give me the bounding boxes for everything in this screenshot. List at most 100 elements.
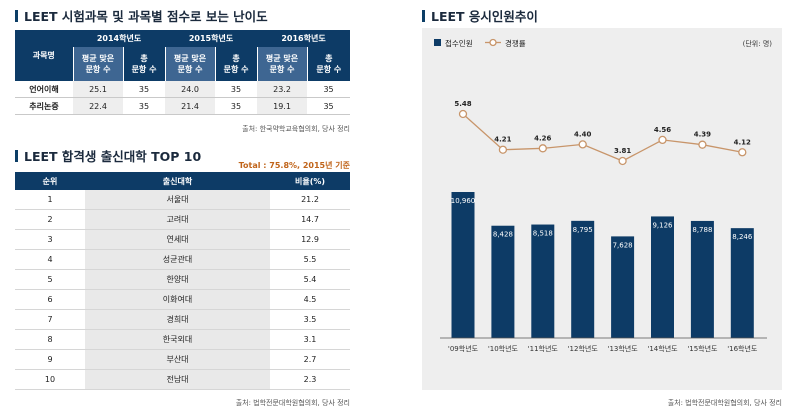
avg-correct-cell: 25.1: [73, 81, 123, 98]
x-tick-label: '14학년도: [647, 344, 678, 353]
line-point: [458, 109, 468, 119]
pct-cell: 2.3: [270, 369, 350, 390]
subject-cell: 언어이해: [15, 81, 73, 98]
line-point: [618, 156, 627, 166]
x-tick-label: '12학년도: [568, 344, 599, 353]
rank-cell: 7: [15, 309, 85, 330]
year-header: 2016학년도: [257, 30, 351, 47]
total-questions-header: 총 문항 수: [215, 47, 258, 81]
bar: [491, 225, 515, 338]
pct-cell: 5.5: [270, 249, 350, 270]
line-value-label: 3.81: [614, 147, 631, 155]
line-value-label: 4.56: [654, 126, 671, 134]
avg-correct-cell: 22.4: [73, 97, 123, 115]
bar: [451, 192, 475, 338]
table-row: 7 경희대 3.5: [15, 309, 350, 330]
line-value-label: 4.39: [694, 131, 711, 139]
bar-value-label: 8,518: [533, 230, 553, 238]
school-header: 출신대학: [85, 172, 270, 190]
x-tick-label: '10학년도: [488, 344, 519, 353]
x-tick-label: '09학년도: [448, 344, 479, 353]
school-cell: 서울대: [85, 190, 270, 210]
line-point: [538, 144, 547, 153]
table2-source: 출처: 법학전문대학원협의회, 당사 정리: [235, 399, 350, 407]
chart-title: LEET 응시인원추이: [422, 6, 538, 25]
bar-value-label: 8,246: [732, 233, 753, 241]
line-point: [738, 148, 747, 157]
x-tick-label: '13학년도: [608, 344, 639, 353]
school-cell: 경희대: [85, 309, 270, 330]
chart-panel: 접수인원 경쟁률 (단위: 명) 10,960 '09학년도 8,428 '10학년도 8,5…: [422, 28, 782, 390]
pct-cell: 3.1: [270, 329, 350, 350]
rank-cell: 6: [15, 289, 85, 310]
rank-cell: 10: [15, 369, 85, 390]
table-row: 언어이해 25.1 35 24.0 35 23.2 35: [15, 81, 351, 98]
total-questions-header: 총 문항 수: [307, 47, 351, 81]
total-questions-cell: 35: [123, 81, 166, 98]
rank-cell: 1: [15, 190, 85, 210]
bar-value-label: 8,788: [692, 226, 712, 234]
school-cell: 한국외대: [85, 329, 270, 350]
pct-cell: 21.2: [270, 190, 350, 210]
line-point: [498, 145, 508, 154]
table2-title: LEET 합격생 출신대학 TOP 10: [15, 146, 201, 165]
subject-header: 과목명: [15, 30, 73, 81]
avg-correct-header: 평균 맞은 문항 수: [256, 47, 308, 81]
rank-cell: 3: [15, 229, 85, 250]
x-tick-label: '11학년도: [528, 344, 559, 353]
avg-correct-cell: 19.1: [257, 97, 308, 115]
line-value-label: 5.48: [454, 100, 471, 108]
rank-cell: 4: [15, 249, 85, 270]
bar: [611, 236, 635, 338]
school-cell: 성균관대: [85, 249, 270, 270]
avg-correct-cell: 23.2: [257, 81, 308, 98]
total-questions-cell: 35: [215, 97, 258, 115]
total-questions-header: 총 문항 수: [123, 47, 166, 81]
unit-label: (단위: 명): [743, 39, 773, 48]
bar-value-label: 10,960: [451, 197, 476, 205]
pct-cell: 12.9: [270, 229, 350, 250]
bar-value-label: 8,428: [493, 231, 513, 239]
x-tick-label: '15학년도: [687, 344, 718, 353]
legend-line-marker: [489, 38, 497, 47]
table-row: 추리논증 22.4 35 21.4 35 19.1 35: [15, 97, 351, 115]
table-row: 10 전남대 2.3: [15, 369, 350, 390]
bar: [531, 224, 555, 338]
total-questions-cell: 35: [307, 97, 351, 115]
school-cell: 한양대: [85, 269, 270, 290]
avg-correct-header: 평균 맞은 문항 수: [164, 47, 216, 81]
pct-header: 비율(%): [270, 172, 350, 190]
school-cell: 부산대: [85, 349, 270, 370]
pct-cell: 5.4: [270, 269, 350, 290]
total-questions-cell: 35: [307, 81, 351, 98]
year-header: 2014학년도: [73, 30, 166, 47]
pct-cell: 4.5: [270, 289, 350, 310]
avg-correct-header: 평균 맞은 문항 수: [72, 47, 124, 81]
pct-cell: 2.7: [270, 349, 350, 370]
year-header: 2015학년도: [165, 30, 258, 47]
chart-source: 출처: 법학전문대학원협의회, 당사 정리: [667, 399, 782, 407]
subject-cell: 추리논증: [15, 97, 73, 115]
line-value-label: 4.26: [534, 134, 551, 142]
rank-cell: 9: [15, 349, 85, 370]
table-row: 8 한국외대 3.1: [15, 329, 350, 350]
school-cell: 전남대: [85, 369, 270, 390]
x-tick-label: '16학년도: [727, 344, 758, 353]
table1-title: LEET 시험과목 및 과목별 점수로 보는 난이도: [15, 6, 268, 25]
table2-total-note: Total : 75.8%, 2015년 기준: [238, 161, 350, 170]
table-row: 5 한양대 5.4: [15, 269, 350, 290]
bar: [651, 216, 674, 338]
table-row: 9 부산대 2.7: [15, 349, 350, 370]
bar: [730, 228, 754, 338]
avg-correct-cell: 24.0: [165, 81, 216, 98]
legend-line-label: 경쟁률: [505, 38, 526, 48]
table-row: 2 고려대 14.7: [15, 209, 350, 230]
bar: [690, 220, 714, 338]
line-point: [658, 135, 667, 145]
rank-cell: 5: [15, 269, 85, 290]
table-row: 1 서울대 21.2: [15, 190, 350, 210]
bar-value-label: 7,628: [613, 241, 633, 249]
school-cell: 고려대: [85, 209, 270, 230]
legend-bar-label: 접수인원: [445, 38, 473, 48]
